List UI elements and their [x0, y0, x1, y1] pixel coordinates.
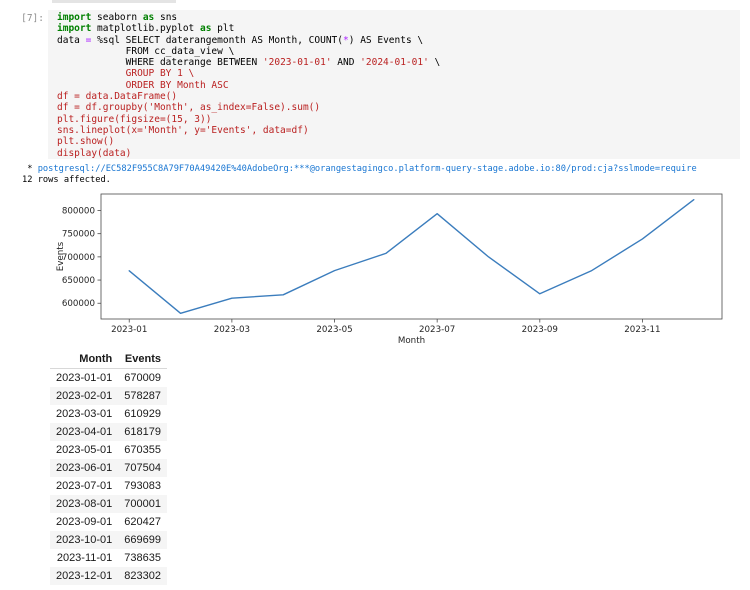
- table-row: 2023-07-01 793083: [50, 477, 167, 495]
- code-line: plt.show(): [57, 136, 115, 148]
- column-header: Events: [118, 349, 167, 369]
- table-cell: 793083: [124, 480, 161, 492]
- code-line: data = %sql SELECT daterangemonth AS Mon…: [57, 34, 424, 46]
- result-table-body: 2023-01-01 670009 2023-02-01 578287 2023-03-…: [50, 369, 167, 585]
- table-row: 2023-04-01 618179: [50, 423, 167, 441]
- x-tick-label: 2023-09: [522, 325, 558, 335]
- events-series-line: [128, 198, 695, 315]
- x-tick-label: 2023-11: [624, 325, 660, 335]
- connection-prefix: *: [22, 164, 38, 174]
- y-tick-label: 650000: [62, 276, 95, 286]
- table-cell: 2023-04-01: [56, 426, 113, 438]
- table-cell: 2023-08-01: [56, 498, 113, 510]
- table-row: 2023-03-01 610929: [50, 405, 167, 423]
- y-tick-label: 800000: [62, 206, 95, 216]
- table-cell: 578287: [124, 390, 161, 402]
- table-cell: 2023-12-01: [56, 570, 113, 582]
- y-tick-label: 700000: [62, 253, 95, 263]
- y-tick-label: 750000: [62, 230, 95, 240]
- previous-cell-edge: [52, 0, 176, 3]
- table-cell: 670009: [124, 372, 161, 384]
- connection-url: postgresql://EC582F955C8A79F70A49420E%40…: [37, 164, 697, 174]
- table-cell: 823302: [124, 570, 161, 582]
- table-cell: 2023-03-01: [56, 408, 113, 420]
- table-cell: 618179: [124, 426, 161, 438]
- table-row: 2023-06-01 707504: [50, 459, 167, 477]
- result-table: Month Events 2023-01-01 670009 2023-02-01 57…: [50, 349, 167, 585]
- rows-affected-text: 12 rows affected.: [22, 175, 111, 185]
- code-line: ORDER BY Month ASC: [57, 79, 229, 91]
- table-cell: 2023-06-01: [56, 462, 113, 474]
- table-cell: 700001: [124, 498, 161, 510]
- code-line: FROM cc_data_view \: [57, 45, 235, 57]
- table-cell: 670355: [124, 444, 161, 456]
- table-cell: 2023-09-01: [56, 516, 113, 528]
- table-cell: 610929: [124, 408, 161, 420]
- connection-line: * postgresql://EC582F955C8A79F70A49420E%…: [22, 164, 697, 174]
- cell-output-text: * postgresql://EC582F955C8A79F70A49420E%…: [22, 164, 697, 186]
- axes-frame: [100, 193, 723, 320]
- code-editor[interactable]: import seaborn as sns import matplotlib.p…: [48, 10, 740, 159]
- x-tick-label: 2023-05: [316, 325, 352, 335]
- code-line: df = data.DataFrame(): [57, 91, 178, 103]
- table-cell: 2023-10-01: [56, 534, 113, 546]
- cell-execution-prompt: [7]:: [21, 13, 44, 24]
- table-row: 2023-10-01 669699: [50, 531, 167, 549]
- x-axis-label: Month: [398, 336, 425, 346]
- x-tick-label: 2023-01: [111, 325, 147, 335]
- table-cell: 2023-11-01: [56, 552, 113, 564]
- table-cell: 620427: [124, 516, 161, 528]
- y-axis-label: Events: [56, 241, 66, 271]
- code-line: import matplotlib.pyplot as plt: [57, 23, 235, 35]
- table-row: 2023-05-01 670355: [50, 441, 167, 459]
- x-tick-label: 2023-03: [214, 325, 250, 335]
- table-row: 2023-02-01 578287: [50, 387, 167, 405]
- code-line: GROUP BY 1 \: [57, 68, 195, 80]
- table-cell: 2023-02-01: [56, 390, 113, 402]
- code-line: sns.lineplot(x='Month', y='Events', data…: [57, 124, 309, 136]
- table-row: 2023-12-01 823302: [50, 567, 167, 585]
- table-row: 2023-11-01 738635: [50, 549, 167, 567]
- code-line: display(data): [57, 147, 132, 159]
- code-line: plt.figure(figsize=(15, 3)): [57, 113, 212, 125]
- table-cell: 2023-01-01: [56, 372, 113, 384]
- x-tick-label: 2023-07: [419, 325, 455, 335]
- y-tick-label: 600000: [62, 299, 95, 309]
- result-table-header: Month Events: [50, 349, 167, 369]
- table-cell: 2023-05-01: [56, 444, 113, 456]
- column-header: Month: [50, 349, 119, 369]
- table-cell: 669699: [124, 534, 161, 546]
- code-line: df = df.groupby('Month', as_index=False)…: [57, 102, 321, 114]
- table-cell: 738635: [124, 552, 161, 564]
- code-line: WHERE daterange BETWEEN '2023-01-01' AND…: [57, 57, 441, 69]
- table-row: 2023-08-01 700001: [50, 495, 167, 513]
- table-cell: 2023-07-01: [56, 480, 113, 492]
- table-row: 2023-01-01 670009: [50, 369, 167, 388]
- table-cell: 707504: [124, 462, 161, 474]
- table-row: 2023-09-01 620427: [50, 513, 167, 531]
- code-cell[interactable]: import seaborn as sns import matplotlib.p…: [48, 10, 740, 159]
- code-line: import seaborn as sns: [57, 12, 178, 23]
